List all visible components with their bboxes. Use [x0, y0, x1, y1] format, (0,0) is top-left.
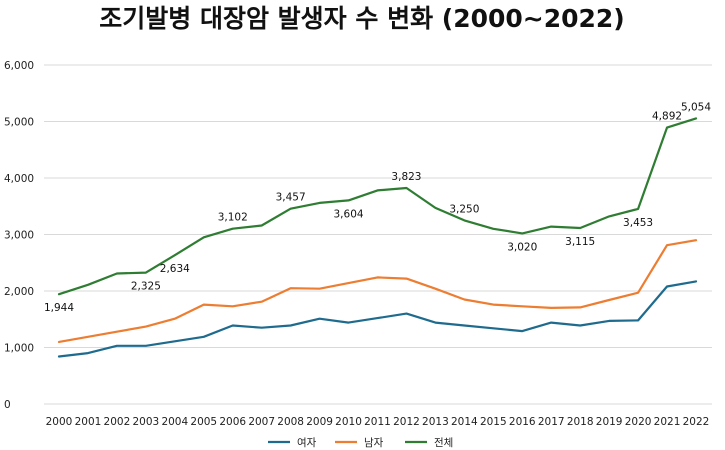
- x-axis-ticks: 2000 2001 2002 2003 2004 2005 2006 2007 2008 2009…: [46, 416, 710, 428]
- x-tick-label: 2014: [451, 416, 478, 428]
- y-tick-label: 3,000: [4, 230, 34, 242]
- data-labels: 1,944 2,325 2,634 3,102 3,457 3,604 3,823 3,250…: [44, 101, 711, 314]
- data-label: 3,102: [218, 212, 248, 224]
- x-tick-label: 2011: [364, 416, 391, 428]
- x-tick-label: 2012: [393, 416, 420, 428]
- x-tick-label: 2004: [161, 416, 188, 428]
- x-tick-label: 2020: [625, 416, 652, 428]
- x-tick-label: 2003: [132, 416, 159, 428]
- data-label: 2,634: [160, 263, 190, 275]
- data-label: 3,250: [449, 203, 479, 215]
- x-tick-label: 2017: [538, 416, 565, 428]
- y-tick-label: 6,000: [4, 60, 34, 72]
- data-label: 4,892: [652, 111, 682, 123]
- y-tick-label: 0: [4, 399, 11, 411]
- x-tick-label: 2001: [75, 416, 102, 428]
- data-label: 3,823: [391, 171, 421, 183]
- data-label: 3,115: [565, 236, 595, 248]
- y-tick-label: 2,000: [4, 286, 34, 298]
- data-label: 3,457: [276, 192, 306, 204]
- y-tick-label: 4,000: [4, 173, 34, 185]
- gridlines: [44, 64, 712, 405]
- legend-label: 남자: [364, 437, 384, 449]
- data-label: 2,325: [131, 281, 161, 293]
- series-line-3: [57, 117, 698, 296]
- x-tick-label: 2021: [654, 416, 681, 428]
- x-tick-label: 2008: [277, 416, 304, 428]
- data-label: 5,054: [681, 101, 711, 113]
- x-tick-label: 2016: [509, 416, 536, 428]
- x-tick-label: 2022: [683, 416, 710, 428]
- series-line-1: [57, 280, 698, 358]
- data-label: 1,944: [44, 302, 74, 314]
- data-label: 3,020: [507, 241, 537, 253]
- x-tick-label: 2000: [46, 416, 73, 428]
- x-tick-label: 2015: [480, 416, 507, 428]
- x-tick-label: 2006: [219, 416, 246, 428]
- x-tick-label: 2009: [306, 416, 333, 428]
- series-line-2: [57, 239, 698, 343]
- x-tick-label: 2010: [335, 416, 362, 428]
- y-tick-label: 1,000: [4, 343, 34, 355]
- series-lines: [57, 117, 698, 358]
- y-tick-label: 5,000: [4, 117, 34, 129]
- data-label: 3,453: [623, 217, 653, 229]
- y-axis-ticks: 0 1,000 2,000 3,000 4,000 5,000 6,000: [4, 60, 34, 411]
- chart-title: 조기발병 대장암 발생자 수 변화 (2000~2022): [99, 4, 624, 33]
- legend-label: 여자: [297, 437, 317, 449]
- x-tick-label: 2002: [104, 416, 131, 428]
- x-tick-label: 2013: [422, 416, 449, 428]
- x-tick-label: 2005: [190, 416, 217, 428]
- x-tick-label: 2018: [567, 416, 594, 428]
- data-label: 3,604: [334, 208, 364, 220]
- x-tick-label: 2007: [248, 416, 275, 428]
- legend: 여자 남자 전체: [268, 437, 453, 449]
- x-tick-label: 2019: [596, 416, 623, 428]
- legend-label: 전체: [434, 437, 453, 449]
